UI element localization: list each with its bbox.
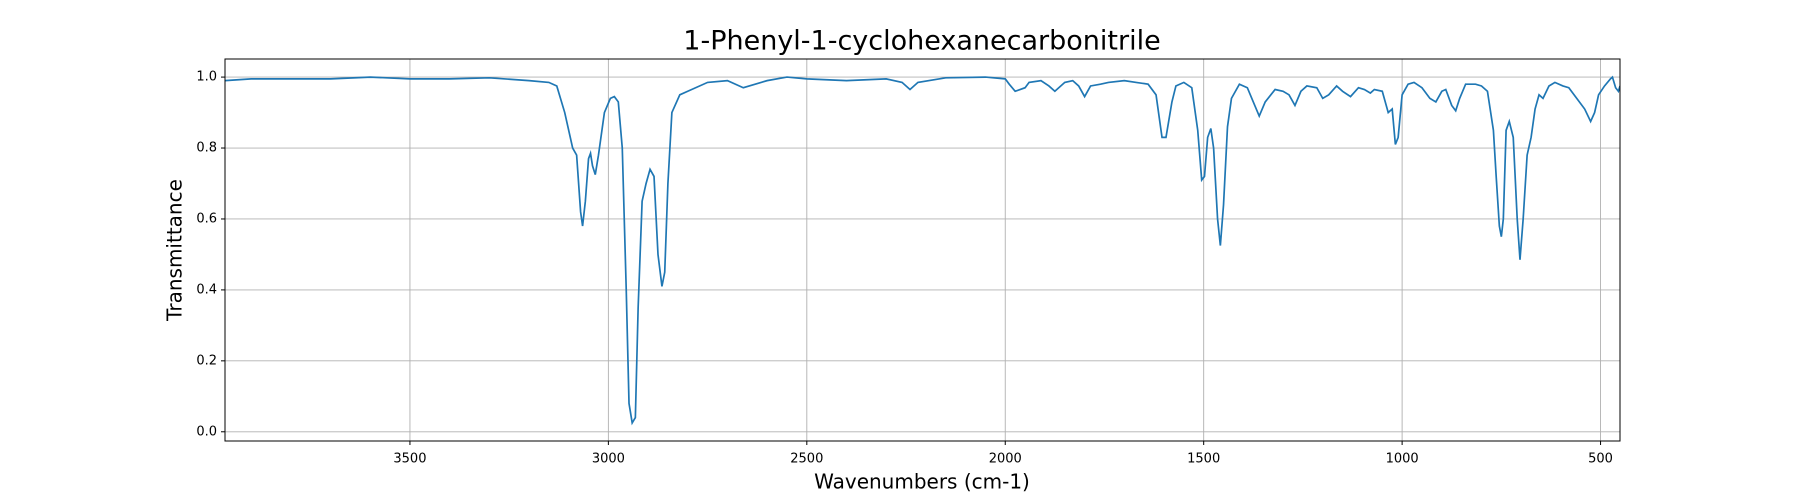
y-tick-label: 0.0 bbox=[196, 424, 217, 439]
y-axis-label: Transmittance bbox=[163, 179, 187, 322]
plot-frame bbox=[224, 58, 1621, 442]
x-tick-label: 3000 bbox=[592, 452, 625, 467]
y-tick-label: 1.0 bbox=[196, 70, 217, 85]
y-tick-label: 0.2 bbox=[196, 353, 217, 368]
x-tick-label: 2000 bbox=[989, 452, 1022, 467]
x-tick-label: 1000 bbox=[1386, 452, 1419, 467]
x-tick-label: 1500 bbox=[1187, 452, 1220, 467]
x-tick-label: 500 bbox=[1588, 452, 1613, 467]
x-axis-label: Wavenumbers (cm-1) bbox=[814, 470, 1030, 494]
chart-title: 1-Phenyl-1-cyclohexanecarbonitrile bbox=[683, 26, 1160, 57]
y-tick-label: 0.6 bbox=[196, 211, 217, 226]
x-tick-label: 3500 bbox=[393, 452, 426, 467]
x-tick-label: 2500 bbox=[790, 452, 823, 467]
y-tick-label: 0.8 bbox=[196, 141, 217, 156]
spectrum-line bbox=[225, 75, 1620, 426]
y-tick-label: 0.4 bbox=[196, 282, 217, 297]
